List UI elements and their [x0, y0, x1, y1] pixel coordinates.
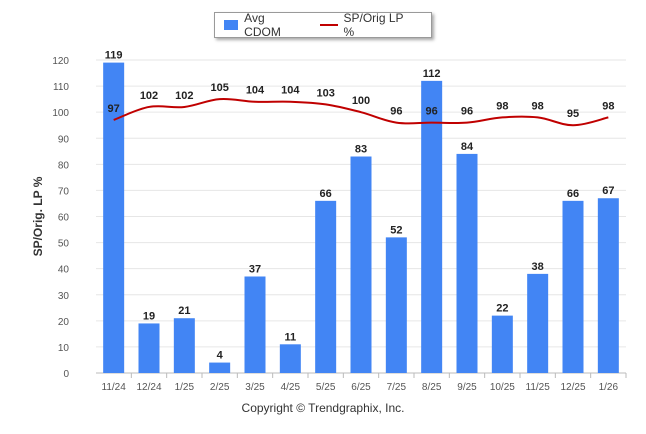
y-tick-label: 110 [53, 82, 69, 93]
bar-data-label: 22 [496, 303, 508, 315]
line-data-label: 97 [108, 103, 120, 115]
y-tick-label: 70 [58, 186, 70, 197]
x-tick-label: 1/26 [599, 382, 619, 393]
y-tick-label: 10 [58, 343, 70, 354]
x-tick-label: 9/25 [457, 382, 477, 393]
x-tick-label: 6/25 [351, 382, 371, 393]
legend-label-sp-orig-lp: SP/Orig LP % [343, 11, 404, 39]
bar-data-label: 4 [217, 350, 224, 362]
y-tick-label: 120 [52, 56, 69, 67]
y-tick-label: 90 [58, 134, 70, 145]
line-data-label: 102 [175, 90, 193, 102]
line-data-label: 103 [316, 87, 334, 99]
x-tick-label: 7/25 [387, 382, 407, 393]
bar-data-label: 66 [567, 188, 579, 200]
bar-data-label: 52 [390, 224, 402, 236]
bar-7/25 [385, 237, 407, 373]
x-tick-label: 12/24 [136, 382, 161, 393]
bar-3/25 [244, 276, 266, 373]
y-tick-label: 100 [52, 108, 69, 119]
bar-data-label: 84 [461, 141, 474, 153]
bar-11/24 [103, 62, 125, 373]
bar-data-label: 38 [532, 261, 544, 273]
legend-label-avg-cdom: Avg CDOM [244, 11, 281, 39]
y-tick-label: 40 [58, 265, 70, 276]
bar-data-label: 112 [423, 68, 441, 80]
line-data-label: 98 [496, 100, 508, 112]
x-tick-label: 1/25 [175, 382, 195, 393]
bar-2/25 [209, 362, 231, 373]
y-tick-label: 80 [58, 160, 70, 171]
y-tick-label: 0 [63, 369, 69, 380]
line-data-label: 104 [246, 85, 265, 97]
bar-9/25 [456, 153, 478, 373]
x-tick-label: 4/25 [281, 382, 301, 393]
y-tick-label: 50 [58, 239, 70, 250]
legend-line-swatch [319, 24, 338, 26]
bar-12/25 [562, 200, 584, 373]
y-axis-title: SP/Orig. LP % [31, 176, 45, 256]
bar-data-label: 67 [602, 185, 614, 197]
bar-data-label: 83 [355, 144, 367, 156]
x-tick-label: 11/24 [102, 382, 127, 393]
x-tick-label: 8/25 [422, 382, 442, 393]
bar-6/25 [350, 156, 372, 373]
line-data-label: 96 [461, 106, 473, 118]
bar-data-label: 11 [285, 331, 297, 343]
line-data-label: 95 [567, 108, 579, 120]
y-tick-label: 60 [58, 213, 70, 224]
bar-data-label: 21 [178, 305, 190, 317]
bar-4/25 [279, 344, 301, 373]
y-tick-label: 20 [58, 317, 70, 328]
line-data-label: 100 [352, 95, 370, 107]
line-data-label: 102 [140, 90, 158, 102]
legend-bar-swatch [224, 20, 239, 30]
legend-item-sp-orig-lp[interactable]: SP/Orig LP % [319, 11, 409, 39]
line-data-label: 105 [210, 82, 228, 94]
line-data-label: 98 [602, 100, 614, 112]
line-data-label: 96 [390, 106, 402, 118]
bar-data-label: 37 [249, 263, 261, 275]
bar-data-label: 19 [143, 310, 155, 322]
legend: Avg CDOM SP/Orig LP % [214, 11, 432, 39]
x-tick-label: 10/25 [490, 382, 515, 393]
bar-5/25 [315, 200, 337, 373]
bar-1/26 [597, 198, 619, 373]
line-data-label: 104 [281, 85, 300, 97]
bar-11/25 [527, 273, 549, 373]
legend-item-avg-cdom[interactable]: Avg CDOM [224, 11, 298, 39]
line-series-sp-orig-lp [113, 97, 609, 127]
x-tick-label: 12/25 [560, 382, 585, 393]
x-tick-label: 5/25 [316, 382, 336, 393]
bar-10/25 [491, 315, 513, 373]
x-tick-label: 11/25 [526, 382, 551, 393]
bar-1/25 [173, 318, 195, 373]
y-tick-label: 30 [58, 291, 70, 302]
line-data-label: 98 [532, 100, 544, 112]
bar-data-label: 66 [320, 188, 332, 200]
bar-data-label: 119 [105, 50, 123, 62]
bar-8/25 [421, 80, 443, 373]
bar-12/24 [138, 323, 160, 373]
line-data-label: 96 [426, 106, 438, 118]
x-tick-label: 3/25 [245, 382, 265, 393]
copyright-text: Copyright © Trendgraphix, Inc. [241, 401, 405, 415]
x-tick-label: 2/25 [210, 382, 230, 393]
